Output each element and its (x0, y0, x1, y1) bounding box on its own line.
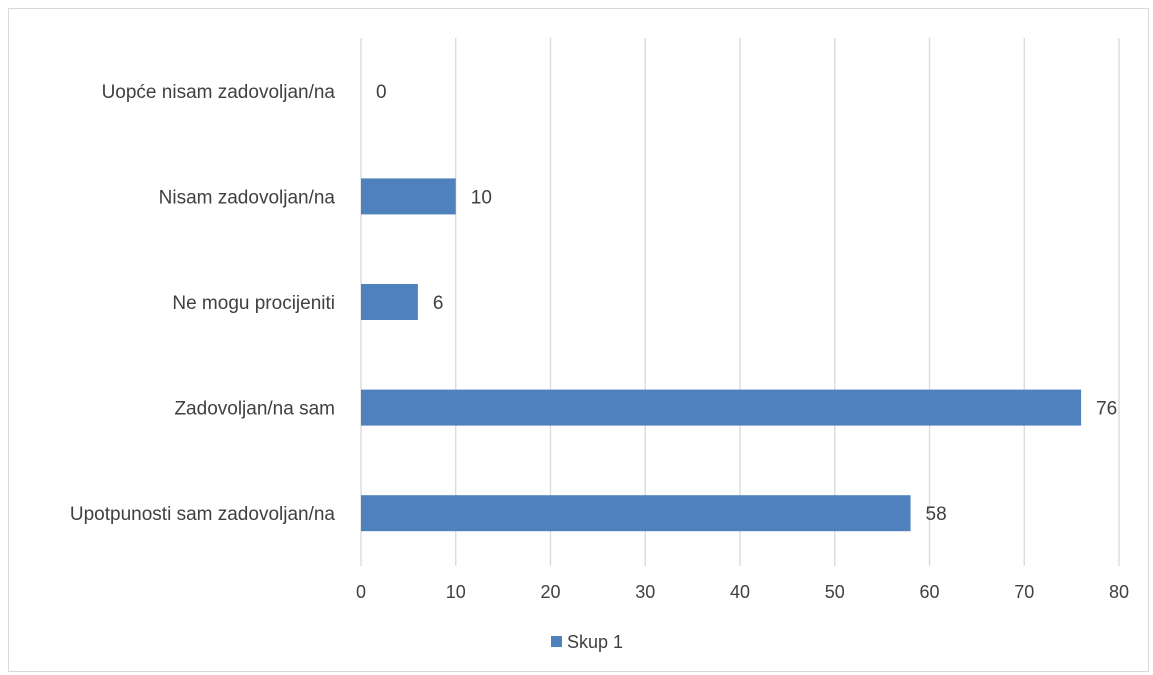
bar (361, 389, 1082, 426)
category-label: Uopće nisam zadovoljan/na (102, 82, 336, 103)
x-tick-label: 20 (540, 582, 560, 602)
data-label: 6 (433, 293, 444, 314)
category-labels: Uopće nisam zadovoljan/na Nisam zadovolja… (70, 82, 336, 525)
x-tick-label: 60 (919, 582, 939, 602)
x-tick-label: 80 (1109, 582, 1129, 602)
gridlines (360, 38, 1120, 566)
x-tick-label: 50 (825, 582, 845, 602)
bar (361, 495, 911, 532)
x-axis-tick-labels: 0 10 20 30 40 50 60 70 80 (356, 582, 1129, 602)
category-label: Nisam zadovoljan/na (159, 187, 336, 208)
bar (361, 284, 418, 320)
legend-label: Skup 1 (567, 632, 623, 652)
data-labels: 0 10 6 76 58 (376, 82, 1117, 525)
data-label: 0 (376, 82, 387, 103)
data-label: 76 (1096, 399, 1117, 420)
data-label: 10 (471, 187, 492, 208)
legend: Skup 1 (551, 632, 623, 652)
category-label: Ne mogu procijeniti (172, 293, 335, 314)
x-tick-label: 30 (635, 582, 655, 602)
x-tick-label: 10 (446, 582, 466, 602)
chart-frame (8, 8, 1149, 672)
x-tick-label: 70 (1014, 582, 1034, 602)
category-label: Upotpunosti sam zadovoljan/na (70, 504, 336, 525)
bars (361, 178, 1082, 532)
category-label: Zadovoljan/na sam (174, 399, 335, 420)
x-tick-label: 0 (356, 582, 366, 602)
bar (361, 178, 456, 215)
data-label: 58 (926, 504, 947, 525)
x-tick-label: 40 (730, 582, 750, 602)
legend-swatch (551, 636, 562, 647)
